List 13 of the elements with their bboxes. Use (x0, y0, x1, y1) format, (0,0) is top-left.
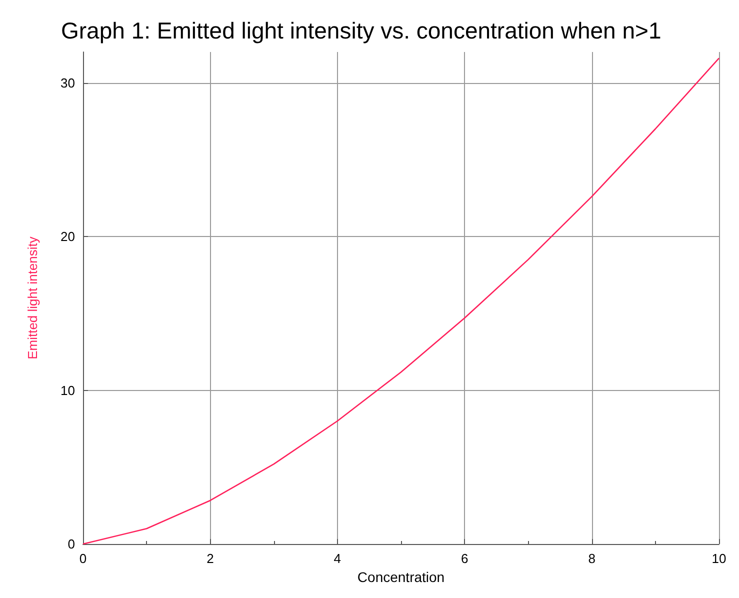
x-tick-label: 8 (588, 551, 596, 566)
y-tick-label: 20 (60, 229, 75, 244)
x-tick-label: 6 (460, 551, 468, 566)
x-tick-label: 0 (79, 551, 87, 566)
chart-title: Graph 1: Emitted light intensity vs. concentration when n>1 (61, 18, 662, 44)
y-tick-label: 30 (60, 75, 75, 90)
x-tick-label: 4 (334, 551, 342, 566)
x-tick-label: 2 (206, 551, 214, 566)
x-axis-title: Concentration (357, 568, 445, 585)
y-tick-label: 10 (60, 382, 75, 398)
y-tick-label: 0 (68, 536, 75, 552)
x-tick-label: 10 (712, 551, 726, 566)
y-axis-title: Emitted light intensity (25, 236, 40, 360)
